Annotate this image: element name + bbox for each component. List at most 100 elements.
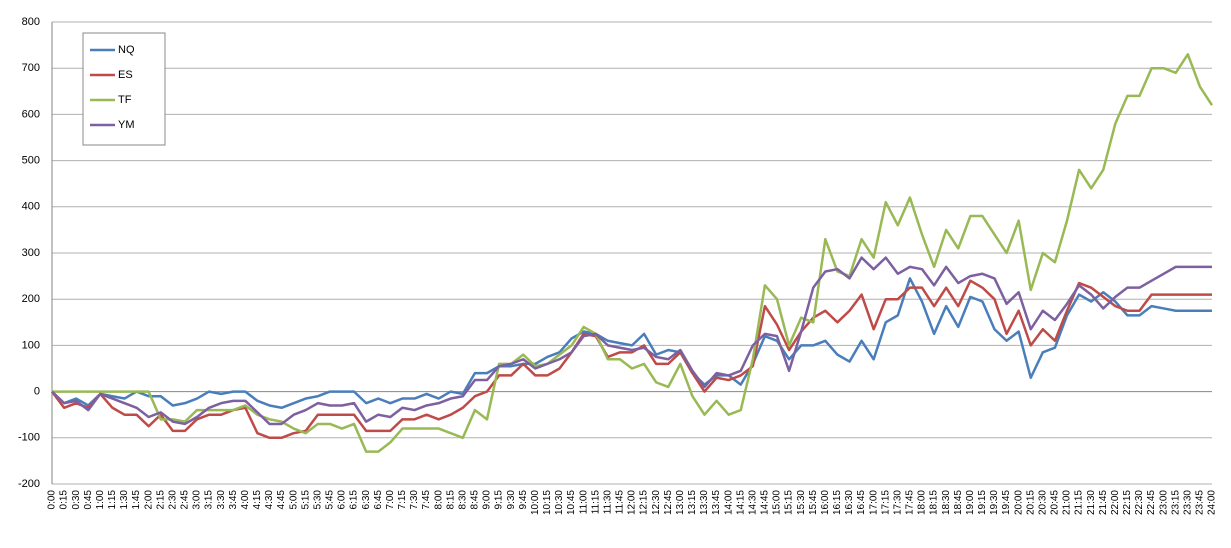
x-tick-label: 8:45 (470, 490, 481, 510)
x-tick-label: 22:15 (1122, 490, 1133, 515)
y-tick-label: 200 (22, 293, 40, 305)
x-tick-label: 14:00 (723, 490, 734, 515)
x-tick-label: 2:45 (180, 490, 191, 510)
x-tick-label: 19:45 (1001, 490, 1012, 515)
x-tick-label: 23:15 (1170, 490, 1181, 515)
x-tick-label: 15:45 (808, 490, 819, 515)
x-tick-label: 17:15 (880, 490, 891, 515)
x-tick-label: 16:30 (844, 490, 855, 515)
x-tick-label: 21:45 (1098, 490, 1109, 515)
x-tick-label: 6:00 (337, 490, 348, 510)
x-tick-label: 20:30 (1037, 490, 1048, 515)
y-tick-label: -100 (18, 432, 40, 444)
x-tick-label: 1:00 (95, 490, 106, 510)
y-tick-label: 300 (22, 247, 40, 259)
x-tick-label: 20:15 (1025, 490, 1036, 515)
x-tick-label: 12:30 (651, 490, 662, 515)
x-tick-label: 2:15 (155, 490, 166, 510)
x-tick-label: 18:15 (929, 490, 940, 515)
legend-box (82, 32, 166, 146)
x-tick-label: 14:30 (747, 490, 758, 515)
x-tick-label: 12:00 (627, 490, 638, 515)
y-tick-label: 100 (22, 339, 40, 351)
x-tick-label: 20:00 (1013, 490, 1024, 515)
x-tick-label: 0:15 (59, 490, 70, 510)
x-tick-label: 7:15 (397, 490, 408, 510)
y-tick-label: -200 (18, 478, 40, 490)
y-tick-label: 400 (22, 201, 40, 213)
x-tick-label: 19:15 (977, 490, 988, 515)
x-tick-label: 1:45 (131, 490, 142, 510)
x-tick-label: 13:30 (699, 490, 710, 515)
x-tick-label: 17:00 (868, 490, 879, 515)
series-line (51, 256, 1212, 426)
x-tick-label: 10:30 (554, 490, 565, 515)
x-tick-label: 10:00 (530, 490, 541, 515)
x-tick-label: 14:15 (735, 490, 746, 515)
x-tick-label: 16:00 (820, 490, 831, 515)
legend-label: NQ (118, 44, 135, 56)
x-tick-label: 18:00 (917, 490, 928, 515)
x-tick-label: 5:15 (300, 490, 311, 510)
x-tick-label: 18:45 (953, 490, 964, 515)
x-tick-label: 23:30 (1182, 490, 1193, 515)
x-tick-label: 16:15 (832, 490, 843, 515)
x-tick-label: 13:00 (675, 490, 686, 515)
series-line (50, 279, 1212, 440)
x-tick-label: 11:00 (578, 490, 589, 515)
x-tick-label: 4:15 (252, 490, 263, 510)
x-tick-label: 3:45 (228, 490, 239, 510)
x-tick-label: 1:30 (119, 490, 130, 510)
x-tick-label: 4:00 (240, 490, 251, 510)
x-tick-label: 14:45 (760, 490, 771, 515)
x-tick-label: 0:30 (71, 490, 82, 510)
x-tick-label: 9:15 (494, 490, 505, 510)
y-tick-label: 600 (22, 108, 40, 120)
x-tick-label: 15:30 (796, 490, 807, 515)
x-tick-label: 17:45 (905, 490, 916, 515)
x-tick-label: 16:45 (856, 490, 867, 515)
x-tick-label: 3:00 (192, 490, 203, 510)
x-tick-label: 9:45 (518, 490, 529, 510)
x-tick-label: 11:45 (615, 490, 626, 515)
x-tick-label: 7:30 (409, 490, 420, 510)
x-tick-label: 22:00 (1110, 490, 1121, 515)
x-tick-label: 21:30 (1086, 490, 1097, 515)
x-tick-label: 10:45 (566, 490, 577, 515)
x-tick-label: 12:15 (639, 490, 650, 515)
legend-label: YM (118, 119, 135, 131)
x-tick-label: 21:00 (1062, 490, 1073, 515)
x-tick-label: 0:45 (83, 490, 94, 510)
x-tick-label: 5:00 (288, 490, 299, 510)
legend-label: ES (118, 69, 133, 81)
x-tick-label: 15:00 (772, 490, 783, 515)
x-tick-label: 6:45 (373, 490, 384, 510)
x-tick-label: 3:15 (204, 490, 215, 510)
x-tick-label: 9:30 (506, 490, 517, 510)
x-tick-label: 20:45 (1050, 490, 1061, 515)
x-tick-label: 12:45 (663, 490, 674, 515)
x-tick-label: 19:00 (965, 490, 976, 515)
x-tick-label: 6:30 (361, 490, 372, 510)
x-tick-label: 6:15 (349, 490, 360, 510)
x-tick-label: 8:00 (433, 490, 444, 510)
x-tick-label: 1:15 (107, 490, 118, 510)
x-tick-label: 0:00 (47, 490, 58, 510)
x-tick-label: 24:00 (1207, 490, 1218, 515)
x-tick-label: 10:15 (542, 490, 553, 515)
x-tick-label: 13:15 (687, 490, 698, 515)
x-tick-label: 15:15 (784, 490, 795, 515)
x-tick-label: 7:00 (385, 490, 396, 510)
y-tick-label: 500 (22, 155, 40, 167)
x-tick-label: 5:30 (312, 490, 323, 510)
x-tick-label: 7:45 (421, 490, 432, 510)
y-tick-label: 700 (22, 62, 40, 74)
series-line (52, 53, 1214, 453)
x-tick-label: 22:45 (1146, 490, 1157, 515)
x-tick-label: 13:45 (711, 490, 722, 515)
x-tick-label: 23:00 (1158, 490, 1169, 515)
x-tick-label: 2:00 (143, 490, 154, 510)
x-tick-label: 2:30 (167, 490, 178, 510)
series-line (51, 277, 1212, 410)
